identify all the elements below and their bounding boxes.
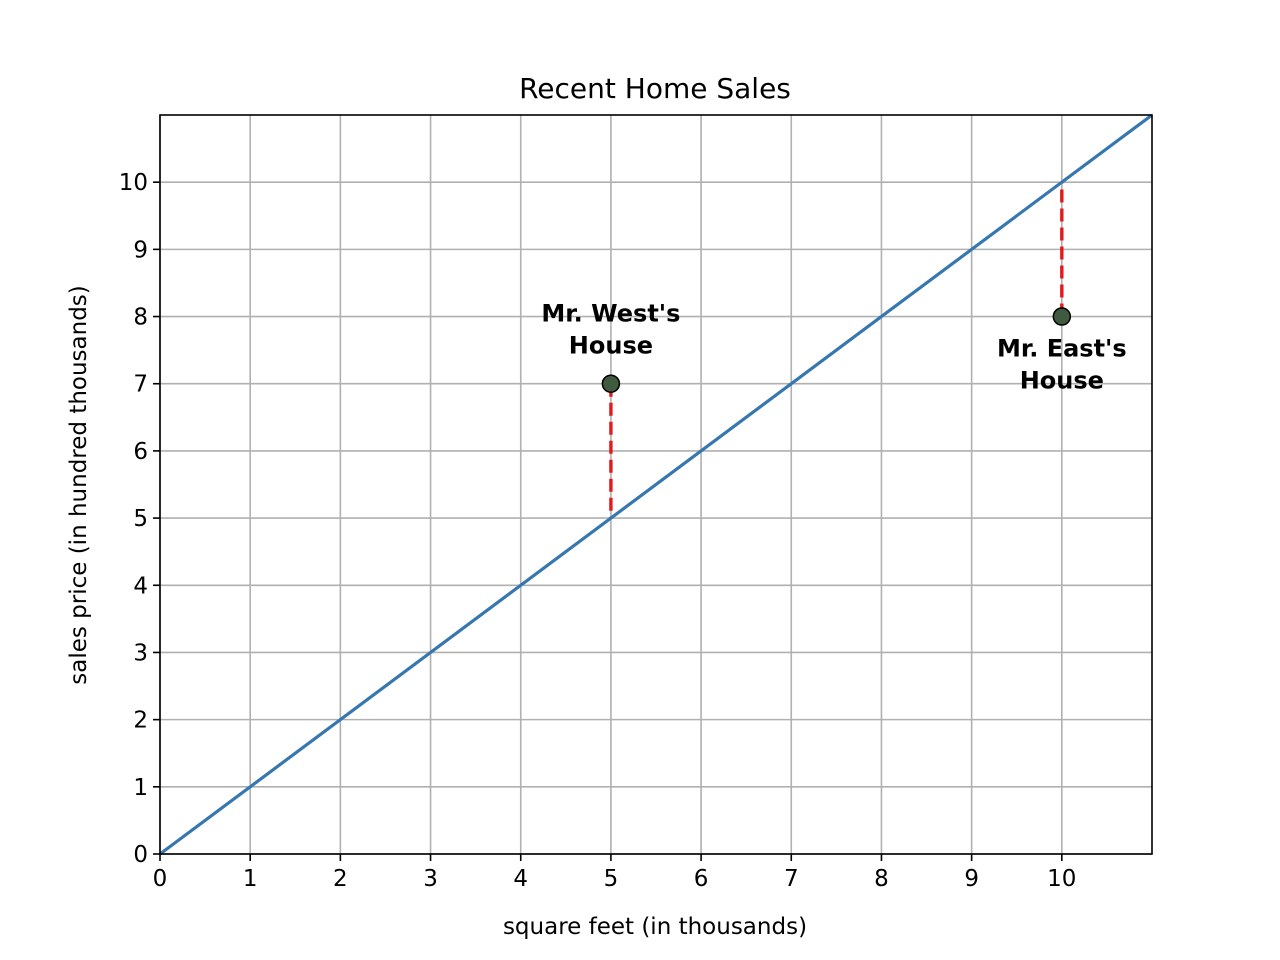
y-tick-label: 2 (133, 708, 148, 734)
data-points (601, 307, 1072, 393)
series-line (159, 113, 1153, 856)
x-tick-label: 5 (604, 866, 619, 892)
annotation-label: Mr. East's (997, 335, 1127, 363)
annotation-label: House (1020, 367, 1104, 395)
y-tick-label: 1 (133, 775, 148, 801)
y-tick-label: 9 (133, 237, 148, 263)
y-tick-label: 4 (133, 573, 148, 599)
annotations: Mr. West's House Mr. East's House (541, 300, 1126, 395)
x-axis-label: square feet (in thousands) (503, 914, 807, 940)
data-point (601, 374, 621, 393)
chart-title: Recent Home Sales (519, 72, 791, 105)
x-tick-label: 2 (333, 866, 348, 892)
y-tick-label: 8 (133, 305, 148, 331)
x-tick-label: 6 (694, 866, 709, 892)
annotation-label: House (569, 332, 653, 360)
residual-lines (609, 182, 1064, 519)
axis-ticks: 0 1 2 3 4 5 6 7 8 9 10 0 1 2 3 4 5 6 7 8 9 10 (119, 170, 1077, 892)
x-tick-label: 7 (784, 866, 799, 892)
x-tick-label: 9 (964, 866, 979, 892)
plot-area-frame (159, 114, 1153, 855)
y-tick-label: 10 (119, 170, 148, 196)
x-tick-label: 0 (153, 866, 168, 892)
y-tick-label: 5 (133, 506, 148, 532)
data-point (1052, 307, 1072, 326)
x-tick-label: 10 (1047, 866, 1076, 892)
x-tick-label: 4 (513, 866, 528, 892)
y-tick-label: 7 (133, 372, 148, 398)
series-layer (159, 113, 1153, 856)
x-tick-label: 8 (874, 866, 889, 892)
y-tick-label: 3 (133, 640, 148, 666)
y-tick-label: 0 (133, 842, 148, 868)
x-tick-label: 1 (243, 866, 258, 892)
annotation-label: Mr. West's (541, 300, 680, 328)
y-tick-label: 6 (133, 439, 148, 465)
x-tick-label: 3 (423, 866, 438, 892)
y-axis-label: sales price (in hundred thousands) (66, 285, 92, 685)
